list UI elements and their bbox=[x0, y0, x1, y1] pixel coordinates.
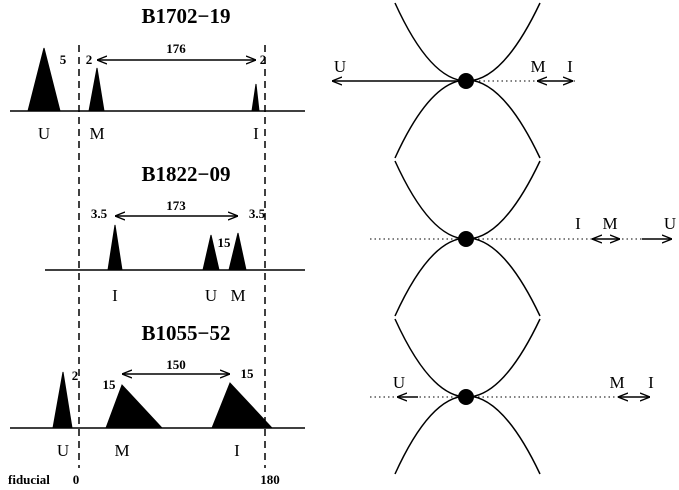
right-diagram: U M I I M U U M I bbox=[332, 2, 676, 475]
pulse-label: I bbox=[234, 441, 240, 460]
pulse bbox=[202, 234, 220, 271]
pulse bbox=[107, 224, 123, 271]
component-label: I bbox=[575, 214, 581, 233]
component-label: I bbox=[567, 57, 573, 76]
pulse-width: 15 bbox=[241, 366, 255, 381]
separation: 150 bbox=[166, 357, 186, 372]
star bbox=[458, 73, 474, 89]
component-label: M bbox=[609, 373, 624, 392]
pulse-label: I bbox=[253, 124, 259, 143]
pulse-label: U bbox=[205, 286, 217, 305]
separation: 173 bbox=[166, 198, 186, 213]
component-label: M bbox=[602, 214, 617, 233]
pulse-width: 5 bbox=[60, 52, 67, 67]
arc bbox=[394, 318, 541, 398]
axis-label: fiducial bbox=[8, 472, 50, 487]
pulse bbox=[228, 232, 247, 271]
pulse-width: 3.5 bbox=[249, 206, 266, 221]
star bbox=[458, 389, 474, 405]
arc bbox=[394, 2, 541, 82]
panel-title: B1822−09 bbox=[142, 162, 231, 186]
arc bbox=[394, 79, 541, 159]
pulse-width: 3.5 bbox=[91, 206, 108, 221]
axis-end: 180 bbox=[260, 472, 280, 487]
pulse-width: 2 bbox=[72, 368, 79, 383]
pulse-label: U bbox=[38, 124, 50, 143]
pulse bbox=[88, 67, 105, 112]
panel-title: B1702−19 bbox=[142, 4, 231, 28]
star bbox=[458, 231, 474, 247]
pulse-label: U bbox=[57, 441, 69, 460]
pulse bbox=[211, 382, 274, 429]
pulse bbox=[251, 83, 260, 112]
axis-zero: 0 bbox=[73, 472, 80, 487]
component-label: U bbox=[334, 57, 346, 76]
left-diagram: B1702−19 5 2 2 176 U M I B1822−09 3.5 15… bbox=[8, 4, 305, 487]
pulse-width: 15 bbox=[103, 377, 117, 392]
pulse-label: M bbox=[114, 441, 129, 460]
pulse bbox=[52, 371, 73, 429]
component-label: U bbox=[664, 214, 676, 233]
pulse bbox=[27, 47, 61, 112]
pulse-width: 15 bbox=[218, 235, 232, 250]
panel-title: B1055−52 bbox=[142, 321, 231, 345]
arc bbox=[394, 395, 541, 475]
pulse bbox=[105, 384, 164, 429]
component-label: I bbox=[648, 373, 654, 392]
component-label: M bbox=[530, 57, 545, 76]
pulse-label: I bbox=[112, 286, 118, 305]
arc bbox=[394, 160, 541, 240]
pulse-label: M bbox=[89, 124, 104, 143]
separation: 176 bbox=[166, 41, 186, 56]
pulse-width: 2 bbox=[86, 52, 93, 67]
pulse-label: M bbox=[230, 286, 245, 305]
arc bbox=[394, 237, 541, 317]
component-label: U bbox=[393, 373, 405, 392]
pulse-width: 2 bbox=[260, 52, 267, 67]
